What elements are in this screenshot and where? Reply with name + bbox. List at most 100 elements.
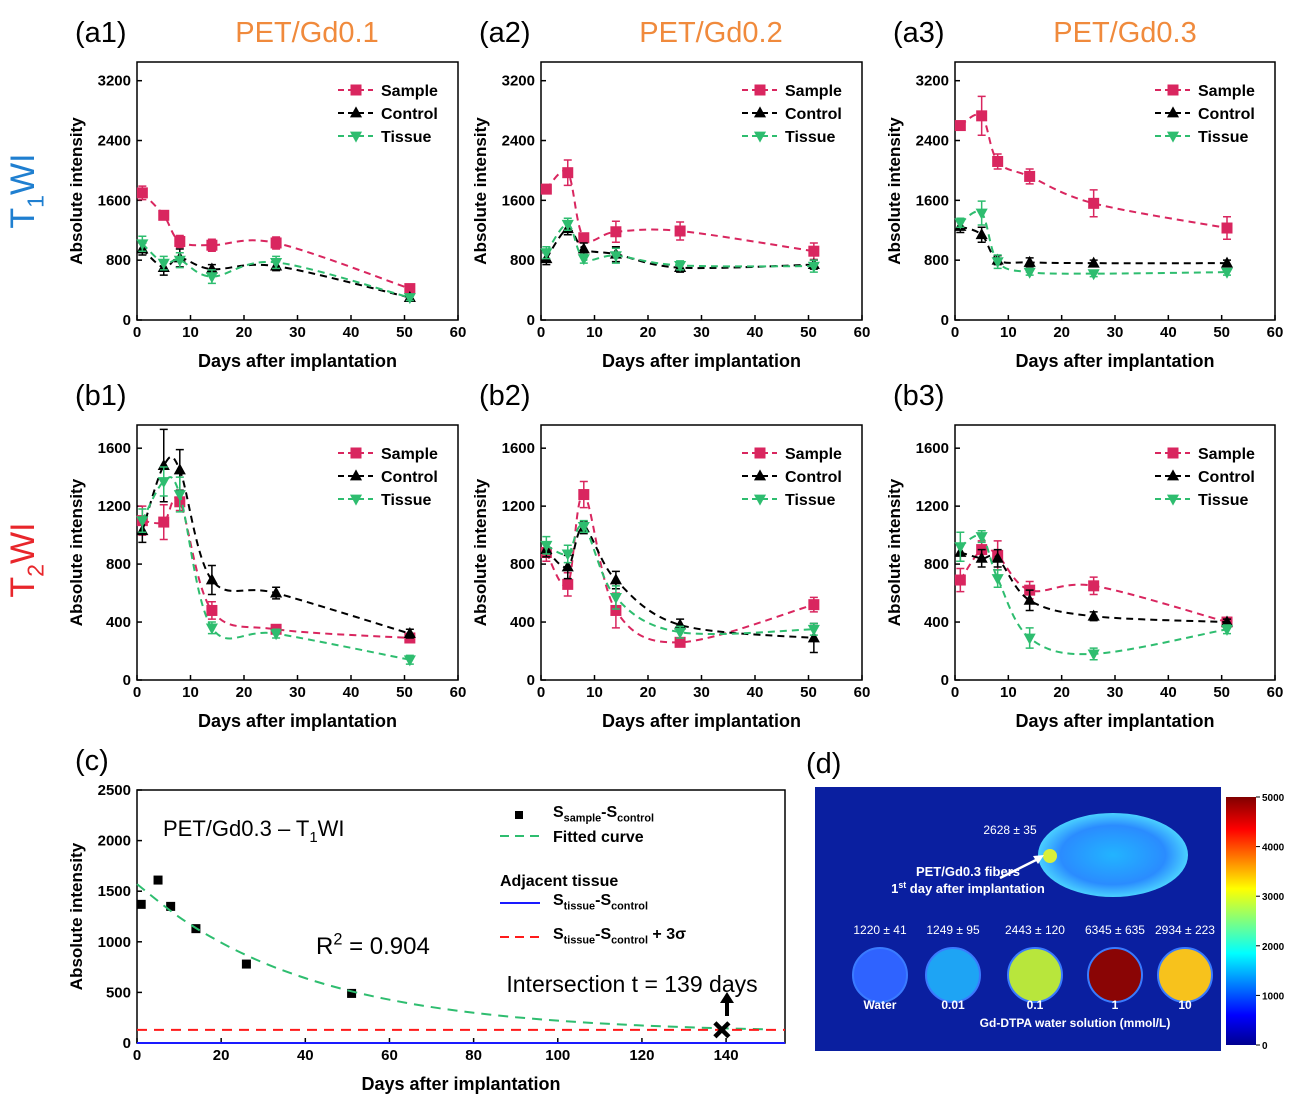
marker bbox=[976, 532, 988, 543]
marker bbox=[206, 605, 217, 616]
marker bbox=[808, 599, 819, 610]
y-tick-label: 1200 bbox=[502, 498, 535, 515]
legend-label-part: control bbox=[611, 934, 648, 946]
fiber-label: PET/Gd0.3 fibers bbox=[916, 864, 1020, 879]
x-tick-label: 0 bbox=[537, 684, 545, 701]
x-tick-label: 50 bbox=[800, 324, 817, 341]
panel-label: (a1) bbox=[75, 17, 127, 49]
marker bbox=[578, 489, 589, 500]
x-axis-title: Days after implantation bbox=[198, 351, 397, 371]
x-tick-label: 0 bbox=[951, 324, 959, 341]
panel-label: (a3) bbox=[893, 17, 945, 49]
x-tick-label: 60 bbox=[854, 684, 871, 701]
y-tick-label: 800 bbox=[924, 252, 949, 269]
vial-label: 0.01 bbox=[941, 998, 965, 1012]
marker bbox=[158, 517, 169, 528]
legend-marker bbox=[1167, 495, 1179, 506]
legend-label: Control bbox=[1198, 469, 1255, 486]
x-tick-label: 100 bbox=[545, 1047, 570, 1064]
y-tick-label: 2500 bbox=[98, 782, 131, 799]
marker bbox=[954, 542, 966, 553]
legend-marker bbox=[1168, 85, 1179, 96]
legend-label: Tissue bbox=[1198, 492, 1249, 509]
annotation-part: WI bbox=[318, 816, 345, 841]
legend-marker bbox=[1167, 132, 1179, 143]
fiber-day: 1st day after implantation bbox=[891, 880, 1045, 896]
x-axis-title: Days after implantation bbox=[602, 711, 801, 731]
marker bbox=[1221, 268, 1233, 279]
marker bbox=[540, 248, 552, 259]
x-tick-label: 60 bbox=[450, 684, 467, 701]
panel-title: PET/Gd0.3 bbox=[1053, 17, 1196, 49]
legend-label-part: S bbox=[553, 926, 564, 943]
marker bbox=[610, 573, 622, 584]
legend-marker bbox=[1168, 448, 1179, 459]
y-tick-label: 1600 bbox=[98, 192, 131, 209]
vial-value: 1220 ± 41 bbox=[853, 923, 907, 937]
marker bbox=[992, 574, 1004, 585]
y-tick-label: 1600 bbox=[916, 192, 949, 209]
x-tick-label: 60 bbox=[1267, 324, 1284, 341]
x-tick-label: 80 bbox=[465, 1047, 482, 1064]
y-axis-title: Absolute intensity bbox=[471, 117, 490, 265]
x-tick-label: 50 bbox=[396, 684, 413, 701]
legend-label: Tissue bbox=[785, 492, 836, 509]
legend-label-part: -S bbox=[595, 926, 611, 943]
legend-label: Stissue-Scontrol + 3σ bbox=[553, 926, 686, 946]
legend-label: Tissue bbox=[1198, 129, 1249, 146]
legend-label-part: control bbox=[617, 812, 654, 824]
x-tick-label: 60 bbox=[1267, 684, 1284, 701]
legend-label-part: -S bbox=[601, 804, 617, 821]
marker bbox=[976, 209, 988, 220]
y-axis-title: Absolute intensity bbox=[471, 478, 490, 626]
panel-label: (a2) bbox=[479, 17, 531, 49]
x-tick-label: 10 bbox=[586, 324, 603, 341]
x-tick-label: 0 bbox=[133, 324, 141, 341]
x-tick-label: 140 bbox=[714, 1047, 739, 1064]
x-axis-title: Days after implantation bbox=[1015, 711, 1214, 731]
legend-marker bbox=[350, 132, 362, 143]
vial bbox=[1158, 948, 1212, 1002]
y-tick-label: 800 bbox=[106, 252, 131, 269]
marker bbox=[158, 210, 169, 221]
legend-label-part: sample bbox=[564, 812, 601, 824]
marker bbox=[174, 236, 185, 247]
x-tick-label: 0 bbox=[133, 684, 141, 701]
colorbar bbox=[1226, 797, 1256, 1045]
legend-heading: Adjacent tissue bbox=[500, 873, 618, 890]
x-tick-label: 60 bbox=[854, 324, 871, 341]
row-label: T1WI bbox=[4, 153, 49, 228]
annotation: Intersection t = 139 days bbox=[506, 971, 757, 997]
y-tick-label: 3200 bbox=[98, 73, 131, 90]
series-line bbox=[142, 498, 410, 638]
plot-frame bbox=[137, 62, 458, 320]
panel-title: PET/Gd0.2 bbox=[639, 17, 782, 49]
x-tick-label: 20 bbox=[236, 684, 253, 701]
marker bbox=[1024, 171, 1035, 182]
legend-marker bbox=[1167, 106, 1179, 117]
legend-label: Sample bbox=[381, 446, 438, 463]
x-tick-label: 20 bbox=[236, 324, 253, 341]
x-tick-label: 30 bbox=[289, 324, 306, 341]
legend-marker bbox=[350, 469, 362, 480]
row-label-part: T bbox=[4, 208, 42, 229]
marker bbox=[808, 246, 819, 257]
legend-label: Control bbox=[381, 469, 438, 486]
vial bbox=[1088, 948, 1142, 1002]
y-tick-label: 0 bbox=[123, 312, 131, 329]
marker bbox=[137, 900, 146, 909]
annotation-part: R bbox=[316, 933, 333, 960]
x-tick-label: 40 bbox=[1160, 324, 1177, 341]
y-tick-label: 800 bbox=[106, 556, 131, 573]
panel-label: (b1) bbox=[75, 380, 127, 412]
x-tick-label: 30 bbox=[1107, 324, 1124, 341]
legend-label: Stissue-Scontrol bbox=[553, 892, 648, 912]
marker bbox=[137, 187, 148, 198]
x-tick-label: 40 bbox=[747, 324, 764, 341]
x-tick-label: 0 bbox=[951, 684, 959, 701]
colorbar-tick-label: 2000 bbox=[1262, 942, 1285, 953]
y-tick-label: 1000 bbox=[98, 934, 131, 951]
marker bbox=[578, 254, 590, 265]
vial bbox=[853, 948, 907, 1002]
vial-label: 1 bbox=[1112, 998, 1119, 1012]
